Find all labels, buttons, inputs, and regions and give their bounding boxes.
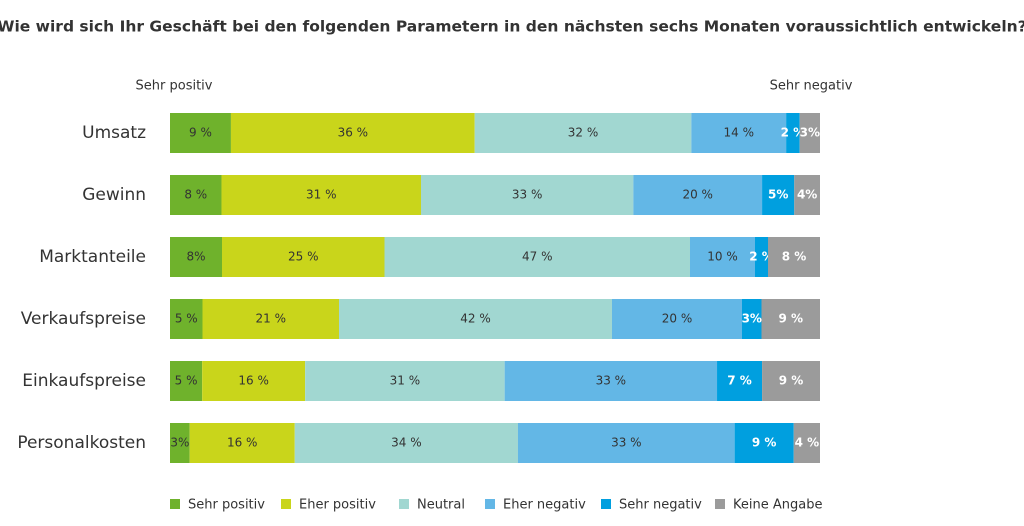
bar-segment (517, 423, 735, 463)
data-label: 5 % (175, 312, 198, 326)
data-label: 10 % (707, 250, 738, 264)
bar-segment (793, 423, 820, 463)
data-label: 32 % (568, 126, 599, 140)
data-label: 5% (768, 188, 788, 202)
legend-label: Neutral (417, 498, 465, 513)
bar-segment (189, 423, 295, 463)
data-label: 20 % (662, 312, 693, 326)
legend-marker (281, 499, 291, 509)
bar-segment (170, 299, 203, 339)
bar-segment (794, 175, 820, 215)
data-label: 4% (797, 188, 817, 202)
data-label: 16 % (227, 436, 258, 450)
data-label: 25 % (288, 250, 319, 264)
bar-segment (761, 299, 820, 339)
bar-segment (742, 299, 762, 339)
data-label: 8% (186, 250, 205, 264)
bar-segment (762, 361, 820, 401)
data-label: 31 % (390, 374, 421, 388)
bar-segment (339, 299, 612, 339)
legend-marker (485, 499, 495, 509)
data-label: 16 % (238, 374, 269, 388)
data-label: 33 % (512, 188, 543, 202)
legend-marker (601, 499, 611, 509)
y-tick-label: Einkaufspreise (22, 371, 146, 391)
bar-segment (170, 237, 222, 277)
bar-segment (294, 423, 518, 463)
bar-segment (504, 361, 718, 401)
legend-marker (170, 499, 180, 509)
bar-segment (612, 299, 742, 339)
bar-segment (786, 113, 800, 153)
legend-marker (715, 499, 725, 509)
annotation: Sehr negativ (770, 79, 853, 94)
bar-segment (474, 113, 692, 153)
data-label: 4 % (795, 436, 820, 450)
data-label: 21 % (256, 312, 287, 326)
data-label: 31 % (306, 188, 337, 202)
legend-label: Sehr negativ (619, 498, 702, 513)
data-label: 9 % (779, 374, 804, 388)
data-label: 33 % (611, 436, 642, 450)
y-tick-label: Verkaufspreise (21, 309, 146, 329)
bar-segment (384, 237, 690, 277)
data-label: 34 % (391, 436, 422, 450)
data-label: 5 % (175, 374, 198, 388)
bar-segment (420, 175, 634, 215)
bar-segment (691, 113, 787, 153)
y-tick-label: Personalkosten (17, 433, 146, 453)
bar-segment (755, 237, 768, 277)
legend-label: Eher positiv (299, 498, 376, 513)
bar-segment (202, 299, 339, 339)
legend-label: Eher negativ (503, 498, 586, 513)
data-label: 42 % (460, 312, 491, 326)
bar-segment (799, 113, 820, 153)
bar-segment (230, 113, 475, 153)
bar-segment (221, 175, 421, 215)
bar-segment (170, 423, 190, 463)
data-label: 8 % (184, 188, 207, 202)
bar-segment (768, 237, 820, 277)
data-label: 33 % (596, 374, 627, 388)
data-label: 2 % (749, 250, 774, 264)
data-label: 3% (170, 436, 189, 450)
data-label: 2 % (781, 126, 806, 140)
y-tick-label: Marktanteile (39, 247, 146, 267)
data-label: 36 % (338, 126, 369, 140)
data-label: 9 % (189, 126, 212, 140)
bar-segment (633, 175, 763, 215)
legend-label: Keine Angabe (733, 498, 822, 513)
bar-segment (170, 175, 222, 215)
legend-label: Sehr positiv (188, 498, 265, 513)
data-label: 3% (800, 126, 820, 140)
bar-segment (170, 113, 231, 153)
data-label: 7 % (727, 374, 752, 388)
data-label: 9 % (778, 312, 803, 326)
bar-segment (690, 237, 755, 277)
data-label: 20 % (682, 188, 713, 202)
bar-segment (305, 361, 505, 401)
y-tick-label: Gewinn (82, 185, 146, 205)
data-label: 3% (742, 312, 762, 326)
data-label: 8 % (782, 250, 807, 264)
bar-segment (762, 175, 795, 215)
bar-segment (170, 361, 203, 401)
bar-segment (202, 361, 306, 401)
y-tick-label: Umsatz (82, 123, 146, 143)
data-label: 47 % (522, 250, 553, 264)
bar-segment (717, 361, 763, 401)
legend-marker (399, 499, 409, 509)
bar-segment (734, 423, 794, 463)
data-label: 9 % (752, 436, 777, 450)
chart-title: Wie wird sich Ihr Geschäft bei den folge… (0, 18, 1024, 36)
bar-segment (222, 237, 385, 277)
data-label: 14 % (724, 126, 755, 140)
annotation: Sehr positiv (136, 79, 213, 94)
